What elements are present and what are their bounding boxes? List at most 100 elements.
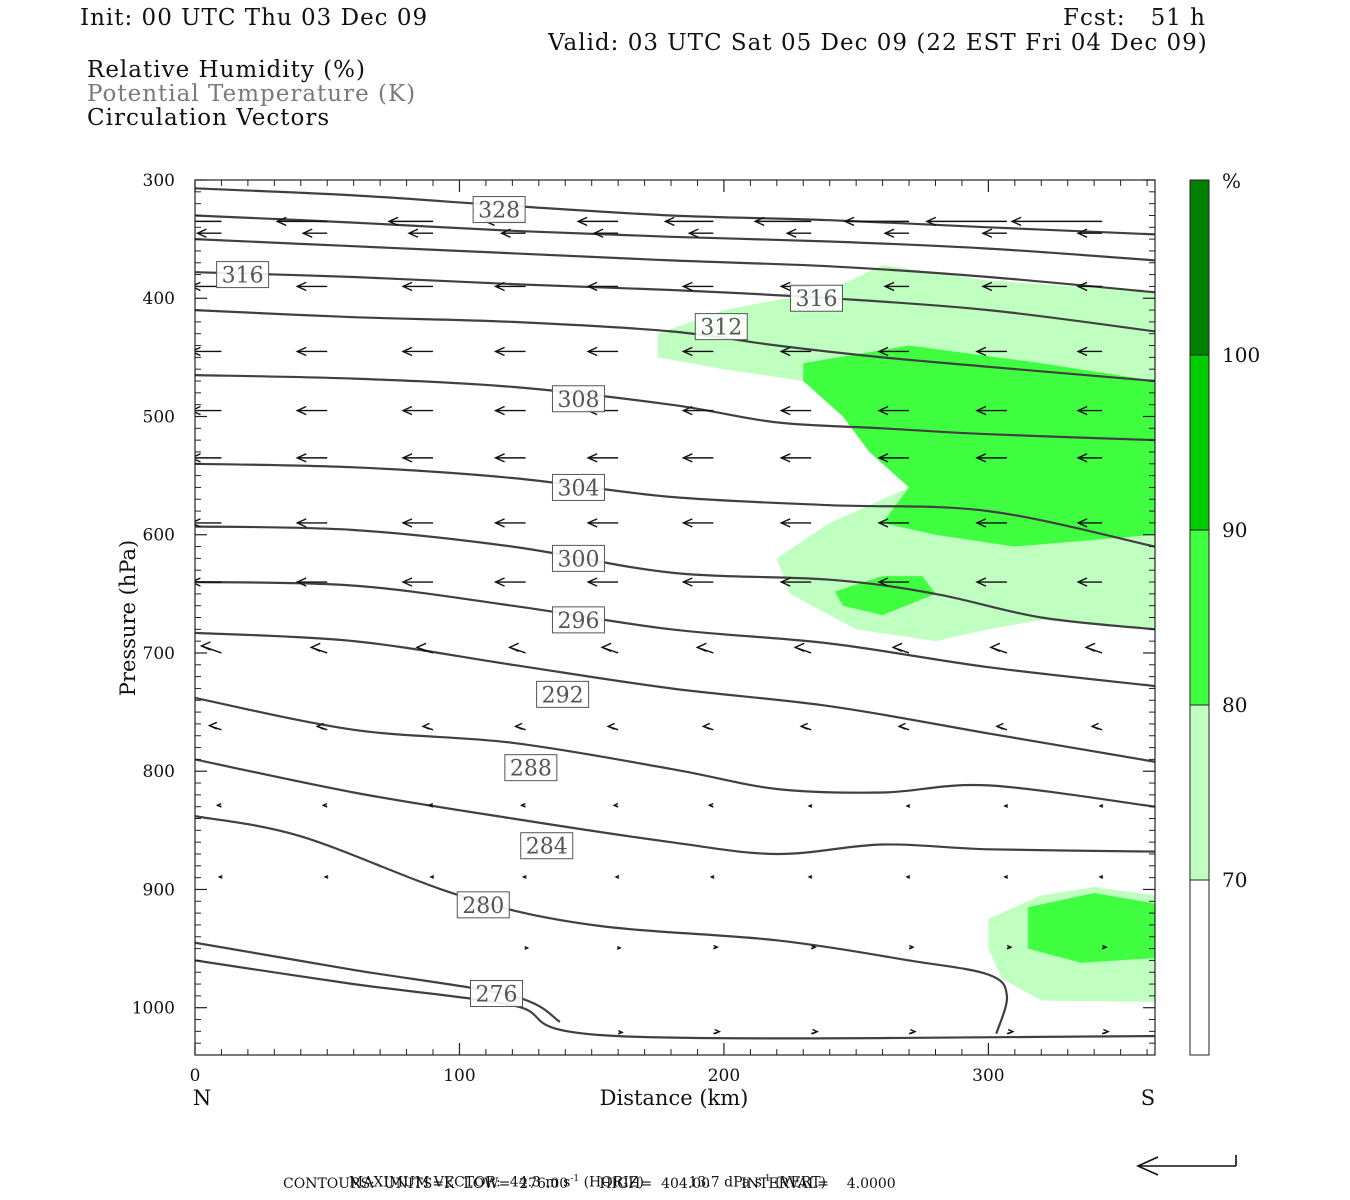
vector-arrow — [877, 518, 910, 528]
vector-arrow — [1101, 944, 1108, 950]
vector-arrow — [695, 642, 714, 654]
vector-arrow — [843, 216, 910, 227]
contour-label-308: 308 — [557, 388, 599, 413]
x-tick-label: 200 — [708, 1066, 740, 1086]
vector-arrow — [617, 1029, 624, 1035]
vector-arrow — [521, 874, 527, 879]
vector-arrow — [275, 216, 328, 227]
contour-label-box-7 — [551, 473, 605, 501]
contour-label-288: 288 — [510, 757, 552, 782]
y-tick-label: 900 — [143, 880, 175, 900]
colorbar-segment-1 — [1189, 354, 1210, 531]
x-axis-title: Distance (km) — [600, 1086, 749, 1110]
vector-arrow — [301, 228, 328, 238]
vector-arrow — [199, 641, 222, 654]
vector-arrow — [524, 945, 530, 950]
theta-contour-324-1 — [195, 214, 1155, 262]
x-tick-label: 100 — [443, 1066, 475, 1086]
theta-contour-280-13 — [195, 815, 1009, 1035]
horiz-value: 44.3 m s — [509, 1174, 571, 1191]
vector-arrow — [779, 405, 812, 416]
contour-label-312: 312 — [700, 316, 742, 341]
vector-arrow — [753, 216, 812, 227]
vector-arrow — [493, 453, 526, 463]
vector-arrow — [981, 281, 1007, 292]
vector-arrow — [401, 453, 434, 463]
vector-arrow — [995, 722, 1008, 731]
vector-arrow — [215, 802, 222, 808]
vector-arrow — [195, 453, 222, 463]
contour-label-284: 284 — [526, 835, 568, 860]
contour-label-box-4 — [789, 284, 843, 312]
theta-contour-328-0 — [195, 187, 1155, 236]
contour-label-box-14 — [469, 980, 523, 1008]
vector-arrow — [321, 802, 328, 808]
horiz-tag: (HORIZ) — [583, 1174, 644, 1191]
theta-contour-292-10 — [195, 631, 1155, 763]
vector-arrow — [905, 804, 911, 808]
horiz-sup: -1 — [570, 1174, 580, 1184]
vector-arrow — [295, 405, 328, 416]
vector-arrow — [586, 346, 619, 357]
max-vector-line: MAXIMUM VECTOR: 44.3 m s-1 (HORIZ) 13.7 … — [340, 1158, 826, 1191]
vector-arrow — [1076, 281, 1103, 292]
vector-layer — [195, 216, 1110, 1035]
rh-region-80-4 — [1028, 893, 1155, 963]
contour-label-328: 328 — [478, 199, 520, 224]
vector-arrow — [1006, 1028, 1015, 1035]
vector-arrow — [779, 577, 812, 587]
vector-arrow — [877, 453, 910, 463]
contour-label-304: 304 — [557, 476, 599, 501]
vector-arrow — [779, 518, 812, 528]
vector-arrow — [614, 874, 620, 879]
vector-arrow — [407, 228, 434, 238]
axes-layer: 300 400 500 600 700 800 900 1000 0 100 200 300 — [132, 171, 1155, 1086]
colorbar-level-label: 70 — [1222, 868, 1247, 892]
vector-arrow — [207, 721, 222, 731]
vector-arrow — [713, 1028, 722, 1035]
vector-arrow — [1101, 1028, 1110, 1035]
vector-arrow — [295, 577, 328, 587]
vector-arrow — [1010, 216, 1103, 227]
vector-arrow — [883, 228, 910, 238]
vector-arrow — [713, 944, 720, 950]
vector-arrow — [612, 802, 619, 808]
vector-arrow — [709, 874, 715, 879]
vector-arrow — [785, 228, 812, 238]
vector-arrow — [1098, 874, 1104, 879]
contour-label-296: 296 — [557, 609, 599, 634]
theta-contour-272-15 — [195, 959, 1155, 1040]
contour-label-box-9 — [551, 606, 605, 634]
vector-arrow — [387, 216, 434, 227]
vector-arrow — [493, 518, 526, 528]
rh-fill-layer — [332, 180, 1155, 1002]
vector-arrow — [701, 722, 714, 731]
vector-arrow — [687, 228, 714, 238]
vector-arrow — [586, 281, 619, 292]
vector-arrow — [429, 874, 435, 879]
theta-contour-304-7 — [195, 462, 1155, 548]
vector-arrow — [401, 281, 434, 292]
vector-arrow — [1076, 346, 1103, 357]
vector-arrow — [883, 281, 910, 292]
vector-arrow — [877, 346, 910, 357]
vector-arrow — [586, 453, 619, 463]
vector-arrow — [1003, 804, 1009, 808]
vector-arrow — [295, 453, 328, 463]
vector-arrow — [295, 518, 328, 528]
vector-arrow — [1006, 944, 1013, 950]
vector-arrow — [519, 802, 526, 808]
vector-arrow — [309, 642, 328, 654]
contour-label-box-5 — [694, 313, 748, 341]
vector-arrow — [427, 802, 434, 808]
valid-time: Valid: 03 UTC Sat 05 Dec 09 (22 EST Fri … — [548, 30, 1208, 56]
vector-arrow — [663, 216, 714, 227]
vector-arrow — [975, 518, 1007, 528]
vector-arrow — [877, 577, 910, 587]
vector-arrow — [1076, 518, 1103, 528]
contours-line: CONTOURS: UNITS=K LOW= 276.00 HIGH= 404.… — [283, 1176, 896, 1192]
vector-arrow — [975, 405, 1007, 416]
contour-label-box-8 — [551, 544, 605, 572]
y-tick-label: 300 — [143, 171, 175, 191]
